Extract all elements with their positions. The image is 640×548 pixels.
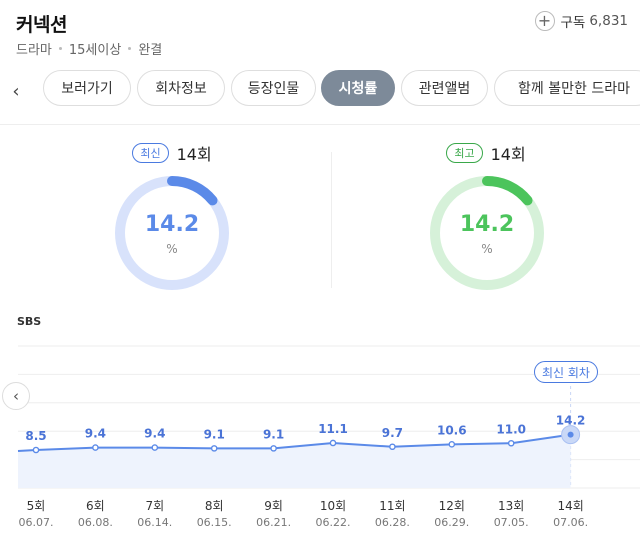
x-tick-episode: 14회: [557, 499, 583, 513]
tab-ratings[interactable]: 시청률: [321, 70, 395, 106]
data-label: 11.1: [318, 422, 348, 436]
header: 커넥션 드라마 15세이상 완결 + 구독 6,831: [0, 0, 640, 66]
donut-arc: [115, 176, 229, 290]
chart-prev-button[interactable]: ‹: [2, 382, 30, 410]
data-label: 8.5: [25, 429, 46, 443]
tab-episode-info[interactable]: 회차정보: [137, 70, 225, 106]
x-tick-date: 06.22.: [316, 516, 351, 529]
chevron-left-icon[interactable]: ‹: [12, 80, 20, 102]
x-tick-episode: 11회: [379, 499, 405, 513]
highest-donut-chart: [430, 176, 544, 290]
meta-separator: [58, 47, 62, 50]
x-tick-date: 06.07.: [19, 516, 54, 529]
latest-rating-value: 14.2: [144, 212, 200, 237]
tab-watch[interactable]: 보러가기: [43, 70, 131, 106]
subscribe-label: 구독: [560, 15, 586, 31]
data-label: 10.6: [437, 423, 467, 437]
x-tick-episode: 10회: [320, 499, 346, 513]
tab-bar: ‹ 보러가기 회차정보 등장인물 시청률 관련앨범 함께 볼만한 드라마: [0, 70, 640, 110]
series-area: [18, 434, 571, 488]
x-tick-date: 06.21.: [256, 516, 291, 529]
data-point: [329, 439, 337, 447]
meta-age-rating: 15세이상: [68, 43, 122, 58]
data-point: [507, 439, 515, 447]
latest-badge: 최신: [132, 143, 169, 163]
x-tick-date: 06.14.: [137, 516, 172, 529]
panel-divider: [331, 152, 332, 288]
data-point: [151, 444, 159, 451]
meta-status: 완결: [138, 43, 163, 58]
x-tick-date: 06.15.: [197, 516, 232, 529]
highest-rating-panel: 최고 14회: [386, 142, 586, 164]
x-tick-episode: 5회: [27, 499, 46, 513]
highest-badge: 최고: [446, 143, 483, 163]
data-label: 9.1: [204, 427, 225, 441]
x-tick-date: 06.28.: [375, 516, 410, 529]
channel-name: SBS: [17, 315, 42, 328]
x-tick-episode: 7회: [145, 499, 164, 513]
latest-donut-chart: [115, 176, 229, 290]
subscribe-count: 6,831: [589, 13, 628, 29]
data-point: [270, 445, 277, 452]
section-divider: [0, 124, 640, 125]
data-label: 9.4: [144, 427, 165, 441]
x-tick-episode: 9회: [264, 499, 283, 513]
meta-separator: [128, 47, 132, 50]
highest-rating-unit: %: [481, 242, 493, 256]
tab-albums[interactable]: 관련앨범: [401, 70, 488, 106]
data-point: [92, 444, 99, 451]
x-tick-episode: 12회: [439, 499, 465, 513]
latest-rating-donut: 14.2 %: [113, 174, 231, 292]
highest-episode: 14회: [490, 145, 526, 164]
latest-episode-label: 최신 회차: [534, 361, 598, 383]
chevron-left-icon: ‹: [13, 387, 19, 405]
plus-icon: +: [534, 11, 555, 31]
x-tick-date: 06.29.: [434, 516, 469, 529]
data-label: 9.7: [382, 426, 403, 440]
data-point: [210, 445, 218, 452]
highest-rating-donut: 14.2 %: [428, 174, 546, 292]
tab-recommended-dramas[interactable]: 함께 볼만한 드라마: [494, 70, 640, 106]
data-label: 14.2: [556, 414, 586, 428]
latest-rating-panel: 최신 14회: [72, 142, 272, 164]
data-point: [32, 446, 40, 454]
tab-cast[interactable]: 등장인물: [231, 70, 316, 106]
latest-episode: 14회: [176, 145, 212, 164]
x-tick-episode: 8회: [205, 499, 224, 513]
x-tick-date: 07.05.: [494, 516, 529, 529]
data-label: 9.4: [85, 427, 106, 441]
data-label: 11.0: [496, 422, 526, 436]
program-meta: 드라마 15세이상 완결: [16, 39, 162, 58]
latest-rating-unit: %: [166, 242, 178, 256]
data-label: 9.1: [263, 427, 284, 441]
data-point: [448, 441, 456, 448]
data-point: [389, 443, 396, 451]
highest-rating-value: 14.2: [459, 212, 515, 237]
x-tick-date: 06.08.: [78, 516, 113, 529]
data-point: [567, 431, 574, 438]
donut-arc: [430, 176, 544, 290]
meta-genre: 드라마: [16, 43, 52, 58]
x-tick-episode: 6회: [86, 499, 105, 513]
program-title: 커넥션: [16, 14, 67, 36]
subscribe-button[interactable]: + 구독 6,831: [534, 11, 628, 31]
x-tick-date: 07.06.: [553, 516, 588, 529]
x-tick-episode: 13회: [498, 499, 524, 513]
